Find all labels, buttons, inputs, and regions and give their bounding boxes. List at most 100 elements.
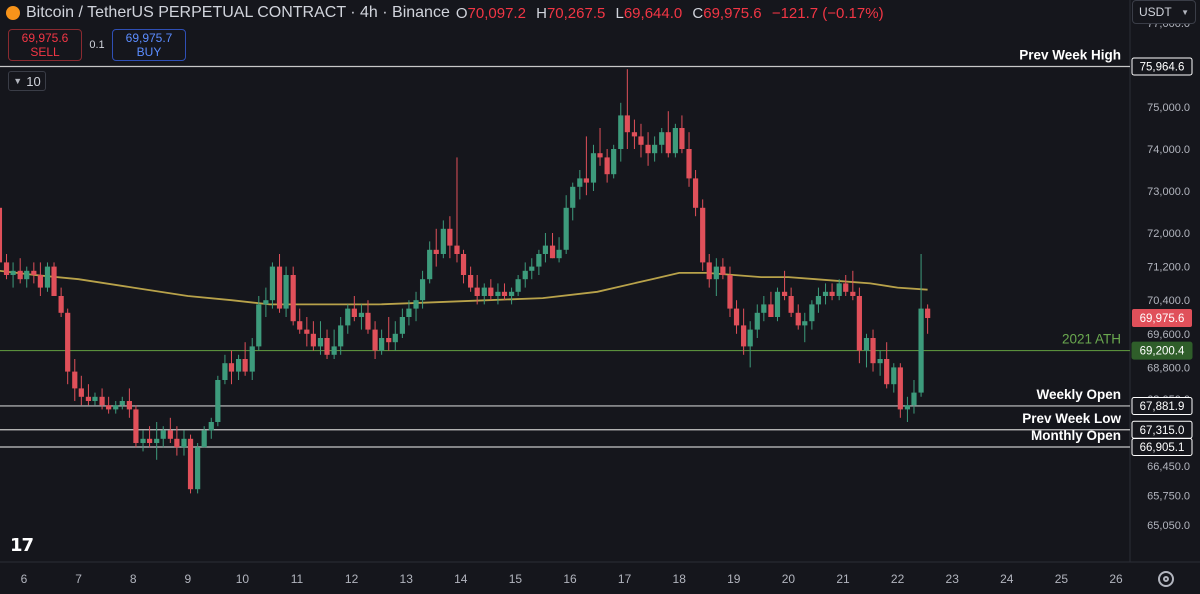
candle	[386, 317, 392, 351]
candle	[727, 266, 733, 317]
candle-body	[263, 300, 269, 305]
price-axis	[1130, 0, 1200, 562]
candle-body	[228, 363, 235, 372]
sell-button[interactable]: 69,975.6 SELL	[8, 29, 82, 61]
chevron-down-icon: ▼	[13, 76, 23, 86]
candle-body	[911, 392, 917, 406]
candle	[24, 266, 30, 288]
candle	[577, 170, 583, 200]
candle-body	[386, 338, 392, 343]
y-tick-label: 69,600.0	[1147, 329, 1190, 341]
candle-body	[918, 308, 924, 393]
candle-body	[809, 304, 815, 322]
symbol-header: Bitcoin / TetherUS PERPETUAL CONTRACT · …	[0, 0, 890, 26]
candle	[788, 287, 794, 317]
candle-body	[542, 245, 549, 254]
candle-body	[119, 401, 125, 406]
candle-body	[597, 153, 603, 158]
candle	[72, 359, 78, 401]
y-tick-label: 75,000.0	[1147, 102, 1190, 114]
candle-body	[761, 304, 767, 313]
symbol-title[interactable]: Bitcoin / TetherUS PERPETUAL CONTRACT · …	[26, 4, 450, 21]
candle-body	[474, 287, 480, 296]
candle-body	[747, 329, 753, 347]
candle	[365, 300, 371, 334]
candle	[891, 363, 897, 393]
candle	[133, 405, 139, 448]
y-tick-label: 65,750.0	[1147, 491, 1190, 503]
settings-gear-icon[interactable]	[1158, 571, 1174, 587]
indicators-toggle[interactable]: ▼ 10	[8, 71, 46, 91]
candle-body	[345, 308, 351, 326]
candle-body	[583, 178, 589, 183]
candle-body	[372, 329, 378, 351]
candle-body	[392, 333, 398, 343]
level-label: Weekly Open	[1036, 387, 1121, 402]
candle-body	[269, 266, 276, 301]
buy-button[interactable]: 69,975.7 BUY	[112, 29, 186, 61]
tradingview-logo-icon[interactable]: 17	[10, 535, 34, 556]
candle	[283, 266, 289, 317]
candle	[160, 426, 166, 448]
candle-body	[419, 279, 426, 301]
candle-body	[222, 363, 228, 380]
candle-body	[351, 308, 357, 317]
y-tick-label: 70,400.0	[1147, 295, 1190, 307]
y-tick-label: 73,000.0	[1147, 186, 1190, 198]
candle	[195, 443, 201, 494]
candle-body	[529, 266, 535, 271]
candle	[501, 283, 508, 301]
candle-body	[146, 438, 153, 443]
candle-body	[822, 291, 829, 296]
candle-body	[645, 144, 651, 154]
candle	[542, 233, 549, 263]
currency-selector[interactable]: USDT ▼	[1132, 0, 1196, 24]
candle	[427, 241, 433, 284]
candle	[392, 321, 398, 351]
candle-body	[508, 291, 515, 296]
ohlc-readout: O70,097.2 H70,267.5 L69,644.0 C69,975.6 …	[456, 5, 890, 22]
candle	[44, 262, 51, 292]
candle-body	[692, 178, 699, 208]
candle-body	[99, 396, 105, 406]
candle	[290, 266, 296, 326]
x-tick-label: 15	[509, 572, 523, 586]
candle	[10, 262, 16, 288]
last-price-label: 69,975.6	[1140, 313, 1185, 325]
candle-body	[78, 388, 84, 397]
candle-body	[672, 128, 678, 154]
candle	[433, 228, 439, 267]
candle	[597, 128, 603, 166]
candle-body	[686, 149, 692, 179]
candle-body	[242, 359, 248, 372]
candle	[17, 258, 23, 284]
candle	[713, 258, 719, 296]
candle-body	[604, 157, 610, 175]
x-tick-label: 9	[184, 572, 191, 586]
x-tick-label: 22	[891, 572, 905, 586]
candle	[31, 262, 37, 284]
candle-body	[700, 207, 706, 263]
candle	[310, 321, 316, 351]
candle	[652, 136, 658, 162]
candle-body	[904, 405, 911, 410]
candle	[795, 304, 801, 330]
candle-body	[304, 329, 310, 334]
x-tick-label: 7	[75, 572, 82, 586]
candle-body	[297, 321, 303, 330]
candle	[836, 279, 842, 301]
candle-body	[51, 266, 57, 296]
level-price-label: 67,881.9	[1140, 401, 1185, 413]
candle	[563, 195, 569, 254]
level-price-label: 67,315.0	[1140, 425, 1185, 437]
candle	[877, 350, 883, 376]
candle-body	[160, 430, 166, 439]
candle	[870, 329, 876, 372]
candle	[700, 199, 706, 271]
candle	[692, 170, 699, 217]
candle-body	[836, 283, 842, 296]
candle-body	[447, 228, 453, 246]
candle	[474, 275, 480, 305]
